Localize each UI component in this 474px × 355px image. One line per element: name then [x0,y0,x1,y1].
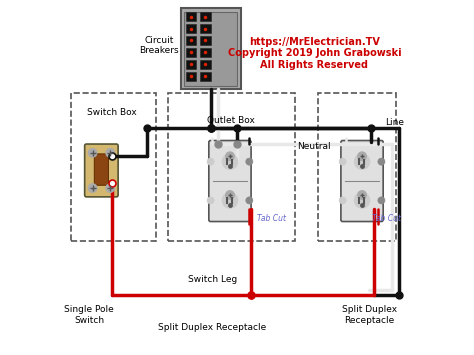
FancyBboxPatch shape [181,9,240,89]
Circle shape [246,158,253,165]
FancyBboxPatch shape [186,24,197,33]
Circle shape [378,158,385,165]
FancyBboxPatch shape [186,60,197,69]
FancyBboxPatch shape [200,24,210,33]
Text: Line: Line [385,119,404,127]
FancyBboxPatch shape [200,48,210,57]
FancyBboxPatch shape [94,154,109,185]
FancyBboxPatch shape [341,141,383,222]
Circle shape [358,191,366,199]
FancyBboxPatch shape [200,60,210,69]
Circle shape [222,154,237,169]
Circle shape [106,184,114,192]
Text: Tab Cut: Tab Cut [257,213,286,223]
FancyBboxPatch shape [209,141,251,222]
Circle shape [207,197,214,204]
Text: Tab Cut: Tab Cut [372,213,401,223]
Circle shape [88,149,97,157]
Text: Switch Leg: Switch Leg [188,275,237,284]
Text: Split Duplex Receptacle: Split Duplex Receptacle [158,323,266,332]
FancyBboxPatch shape [186,12,197,21]
FancyBboxPatch shape [200,12,210,21]
Circle shape [378,197,385,204]
Circle shape [106,149,114,157]
Text: Single Pole
Switch: Single Pole Switch [64,305,114,324]
FancyBboxPatch shape [200,72,210,81]
Circle shape [339,158,346,165]
Text: Switch Box: Switch Box [87,108,137,117]
Circle shape [88,184,97,192]
Circle shape [358,152,366,160]
Bar [318,93,395,241]
FancyBboxPatch shape [184,12,237,86]
Circle shape [207,158,214,165]
Circle shape [226,191,234,199]
FancyBboxPatch shape [186,48,197,57]
FancyBboxPatch shape [186,36,197,45]
Text: Neutral: Neutral [297,142,330,151]
Circle shape [246,197,253,204]
Bar [72,93,156,241]
Circle shape [226,152,234,160]
FancyBboxPatch shape [85,144,118,197]
FancyBboxPatch shape [200,36,210,45]
Text: Split Duplex
Receptacle: Split Duplex Receptacle [342,305,397,324]
Circle shape [354,193,370,208]
Text: Circuit
Breakers: Circuit Breakers [139,36,179,55]
Bar [168,93,295,241]
Text: https://MrElectrician.TV
Copyright 2019 John Grabowski
All Rights Reserved: https://MrElectrician.TV Copyright 2019 … [228,37,401,70]
Circle shape [354,154,370,169]
Text: Outlet Box: Outlet Box [207,116,255,125]
Circle shape [339,197,346,204]
Circle shape [222,193,237,208]
FancyBboxPatch shape [186,72,197,81]
